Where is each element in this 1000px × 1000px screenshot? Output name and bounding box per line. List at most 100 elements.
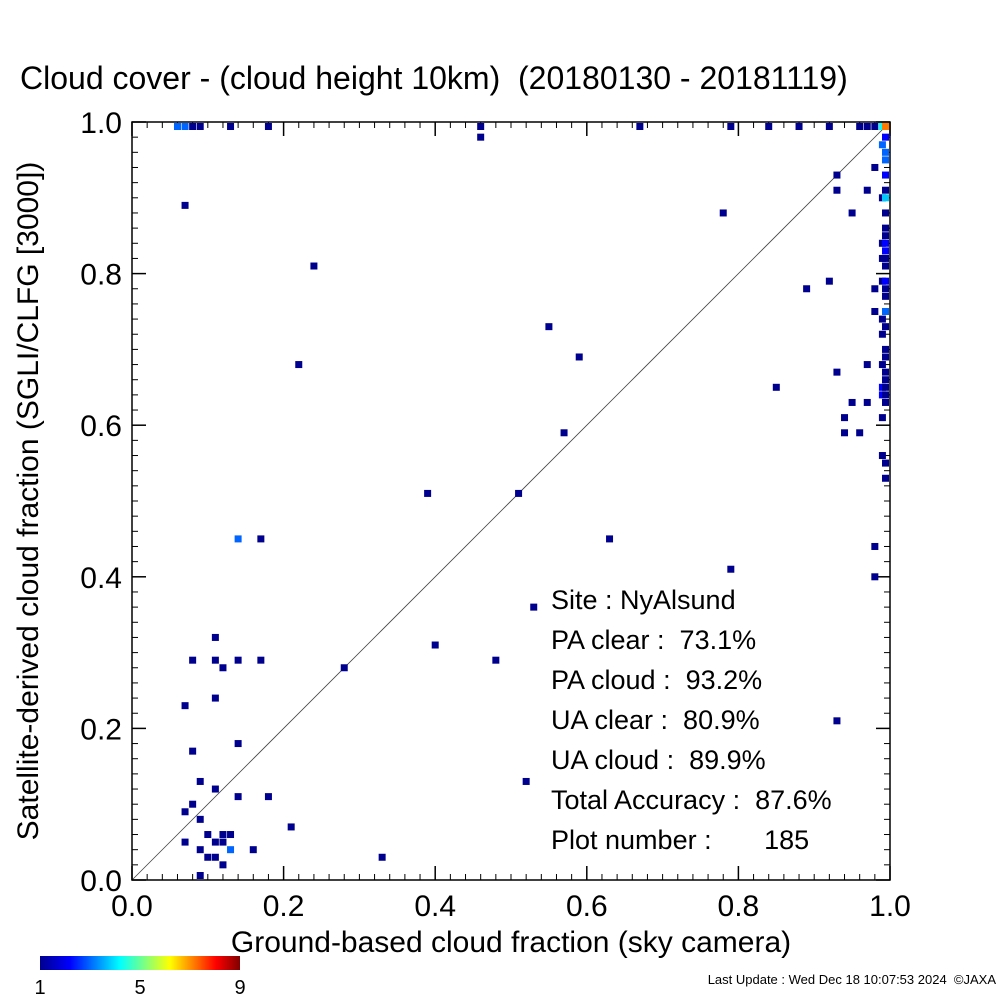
data-point	[196, 777, 204, 785]
x-tick-label: 0.6	[566, 890, 608, 923]
data-point	[882, 171, 889, 179]
x-tick-label: 1.0	[869, 890, 911, 923]
data-point	[211, 656, 219, 664]
colorbar-tick-label: 5	[134, 977, 145, 999]
data-point	[871, 163, 879, 171]
x-tick-label: 0.2	[263, 890, 305, 923]
statistics-panel: Site : NyAlsund PA clear : 73.1% PA cloud …	[551, 585, 832, 855]
data-point	[181, 838, 189, 846]
data-point	[424, 489, 432, 497]
stat-line: Plot number : 185	[551, 825, 809, 855]
data-point	[878, 414, 886, 422]
data-point	[515, 489, 523, 497]
data-point	[189, 123, 197, 130]
data-point	[765, 123, 773, 130]
data-point	[727, 123, 735, 130]
data-point	[772, 383, 780, 391]
data-point	[227, 831, 235, 839]
data-point	[882, 308, 889, 315]
data-point	[825, 123, 833, 130]
x-tick-label: 0.8	[718, 890, 760, 923]
data-point	[196, 872, 204, 879]
data-point	[833, 717, 841, 725]
colorbar-labels: 1 5 9	[34, 977, 245, 999]
y-tick-label: 0.8	[80, 259, 122, 292]
data-point	[882, 398, 889, 406]
data-point	[882, 277, 889, 285]
data-point	[871, 123, 879, 130]
data-point	[863, 361, 871, 369]
data-point	[219, 831, 227, 839]
data-point	[882, 209, 889, 217]
data-point	[606, 535, 614, 543]
data-point	[211, 694, 219, 702]
data-point	[227, 846, 235, 854]
chart-title: Cloud cover - (cloud height 10km) (20180…	[20, 60, 848, 96]
data-point	[882, 292, 889, 300]
stat-line: Site : NyAlsund	[551, 585, 736, 615]
data-point	[848, 398, 856, 406]
stat-line: UA cloud : 89.9%	[551, 745, 766, 775]
y-tick-label: 0.6	[80, 410, 122, 443]
data-point	[189, 656, 197, 664]
data-point	[196, 123, 204, 130]
colorbar-tick-label: 9	[234, 977, 245, 999]
data-point	[719, 209, 727, 217]
data-point	[211, 853, 219, 861]
data-point	[234, 740, 242, 748]
data-point	[882, 148, 889, 156]
data-point	[882, 232, 889, 240]
data-point	[264, 123, 272, 130]
data-point	[856, 429, 864, 437]
data-point	[841, 414, 849, 422]
data-point	[848, 209, 856, 217]
data-point	[477, 133, 485, 141]
data-point	[234, 656, 242, 664]
data-points	[173, 123, 889, 879]
data-point	[560, 429, 568, 437]
data-point	[211, 785, 219, 793]
data-point	[234, 793, 242, 801]
data-point	[257, 656, 265, 664]
x-tick-label: 0.0	[111, 890, 153, 923]
data-point	[882, 474, 889, 482]
data-point	[882, 133, 889, 141]
data-point	[878, 315, 886, 323]
y-tick-label: 0.0	[80, 865, 122, 898]
data-point	[204, 831, 212, 839]
stat-line: UA clear : 80.9%	[551, 705, 760, 735]
data-point	[882, 156, 889, 164]
data-point	[211, 633, 219, 641]
data-point	[882, 254, 889, 262]
data-point	[727, 565, 735, 573]
data-point	[878, 361, 886, 369]
data-point	[287, 823, 295, 831]
data-point	[378, 853, 386, 861]
data-point	[871, 542, 879, 550]
y-axis-label: Satellite-derived cloud fraction (SGLI/C…	[12, 162, 45, 841]
data-point	[181, 201, 189, 209]
data-point	[871, 285, 879, 293]
data-point	[882, 323, 889, 331]
data-point	[234, 535, 242, 543]
data-point	[196, 846, 204, 854]
data-point	[173, 123, 181, 130]
data-point	[882, 383, 889, 391]
y-tick-label: 1.0	[80, 107, 122, 140]
stat-line: Total Accuracy : 87.6%	[551, 785, 832, 815]
data-point	[431, 641, 439, 649]
data-point	[795, 123, 803, 130]
colorbar	[40, 956, 240, 970]
y-tick-label: 0.4	[80, 562, 122, 595]
data-point	[882, 239, 889, 247]
data-point	[219, 664, 227, 672]
data-point	[882, 186, 889, 194]
data-point	[882, 353, 889, 361]
stat-line: PA cloud : 93.2%	[551, 665, 762, 695]
y-tick-label: 0.2	[80, 713, 122, 746]
colorbar-tick-label: 1	[34, 977, 45, 999]
data-point	[882, 345, 889, 353]
data-point	[833, 171, 841, 179]
data-point	[803, 285, 811, 293]
data-point	[340, 664, 348, 672]
